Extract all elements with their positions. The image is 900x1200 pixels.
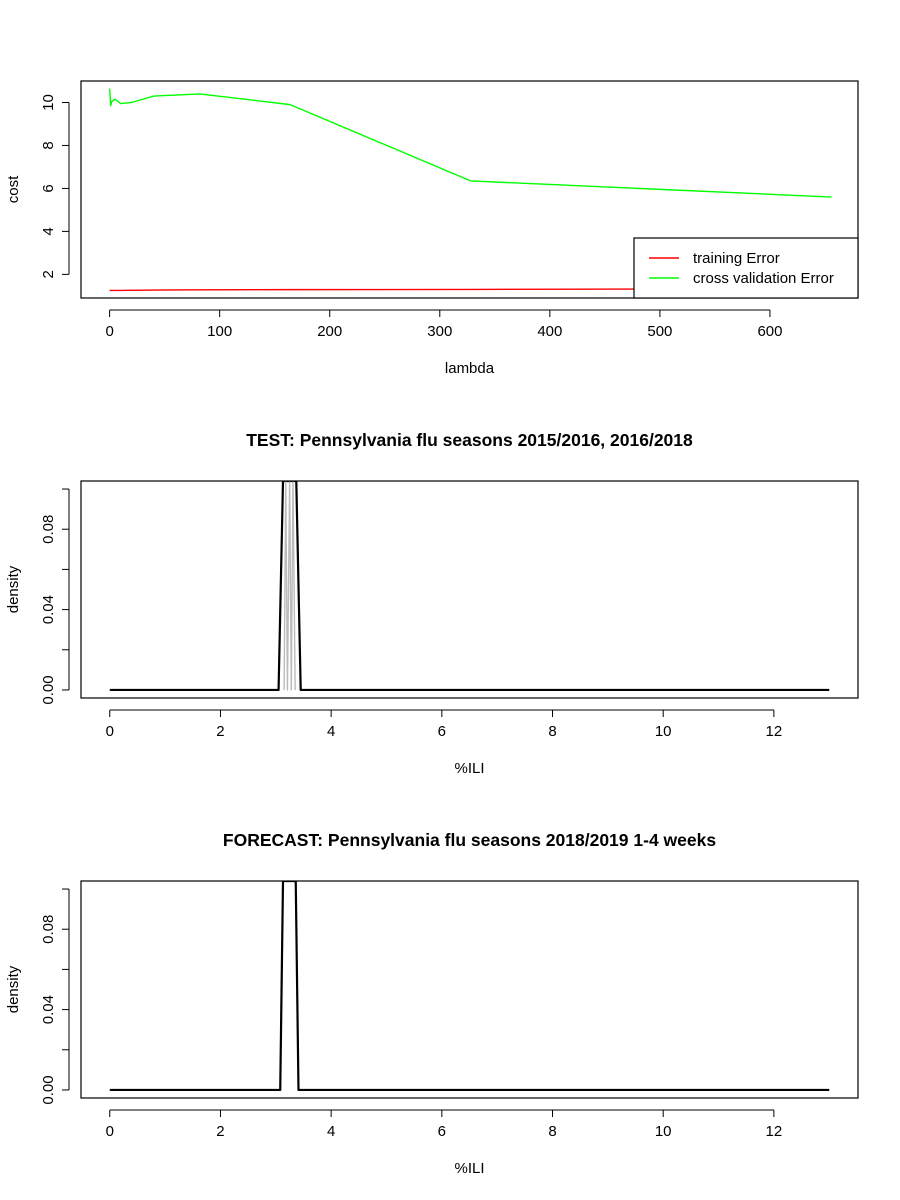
x-tick-label: 2 — [216, 723, 224, 740]
plot-frame — [80, 880, 859, 1099]
x-tick-label: 600 — [757, 323, 782, 340]
x-tick-label: 400 — [537, 323, 562, 340]
chart-title: FORECAST: Pennsylvania flu seasons 2018/… — [223, 830, 716, 850]
y-tick-label: 0.08 — [40, 515, 57, 544]
plot-area — [109, 881, 830, 1092]
y-tick-label: 0.08 — [40, 915, 57, 944]
x-tick-label: 12 — [766, 1123, 783, 1140]
chart-panel-3: 0 2 4 6 8 10 12 0.00 0.04 0.08 %ILI density FORECAST… — [5, 830, 859, 1177]
x-tick-label: 4 — [327, 723, 335, 740]
x-tick-label: 0 — [105, 323, 113, 340]
x-tick-label: 500 — [647, 323, 672, 340]
x-axis-label: lambda — [445, 360, 495, 377]
plot-frame — [80, 80, 859, 299]
x-axis-label: %ILI — [454, 1160, 484, 1177]
x-tick-label: 12 — [766, 723, 783, 740]
y-tick-label: 0.04 — [40, 995, 57, 1024]
y-axis-label: density — [5, 965, 22, 1013]
x-tick-label: 0 — [106, 723, 114, 740]
chart-panel-1: 0 100 200 300 400 500 600 2 4 6 8 10 lambda cost train… — [5, 80, 859, 377]
y-axis-label: density — [5, 565, 22, 613]
x-tick-label: 8 — [548, 1123, 556, 1140]
y-tick-label: 8 — [40, 141, 57, 149]
series-line-1 — [109, 288, 832, 292]
y-tick-label: 10 — [40, 94, 57, 111]
y-tick-label: 2 — [40, 270, 57, 278]
x-tick-label: 2 — [216, 1123, 224, 1140]
series-line-2 — [283, 481, 296, 691]
y-axis-label: cost — [5, 175, 22, 203]
plot-area — [109, 481, 830, 692]
plot-frame — [80, 480, 859, 699]
chart-panel-2: 0 2 4 6 8 10 12 0.00 0.04 0.08 %ILI density TEST: Pe… — [5, 430, 859, 777]
x-tick-label: 6 — [438, 1123, 446, 1140]
x-tick-label: 4 — [327, 1123, 335, 1140]
y-tick-label: 0.04 — [40, 595, 57, 624]
chart-title: TEST: Pennsylvania flu seasons 2015/2016… — [246, 430, 693, 450]
y-tick-label: 6 — [40, 184, 57, 192]
x-tick-label: 200 — [317, 323, 342, 340]
x-axis-label: %ILI — [454, 760, 484, 777]
series-line-1 — [109, 481, 830, 692]
x-tick-label: 10 — [655, 1123, 672, 1140]
legend-label: training Error — [693, 250, 780, 267]
series-line-2 — [108, 88, 832, 198]
x-tick-label: 10 — [655, 723, 672, 740]
x-tick-label: 6 — [438, 723, 446, 740]
legend-box — [633, 237, 859, 299]
x-tick-label: 300 — [427, 323, 452, 340]
series-line-1 — [109, 881, 830, 1092]
y-tick-label: 4 — [40, 227, 57, 235]
x-tick-label: 8 — [548, 723, 556, 740]
plot-area — [108, 88, 832, 292]
x-tick-label: 100 — [207, 323, 232, 340]
y-tick-label: 0.00 — [40, 1075, 57, 1104]
legend-label: cross validation Error — [693, 270, 834, 287]
y-tick-label: 0.00 — [40, 675, 57, 704]
x-tick-label: 0 — [106, 1123, 114, 1140]
legend: training Error cross validation Error — [633, 237, 859, 299]
